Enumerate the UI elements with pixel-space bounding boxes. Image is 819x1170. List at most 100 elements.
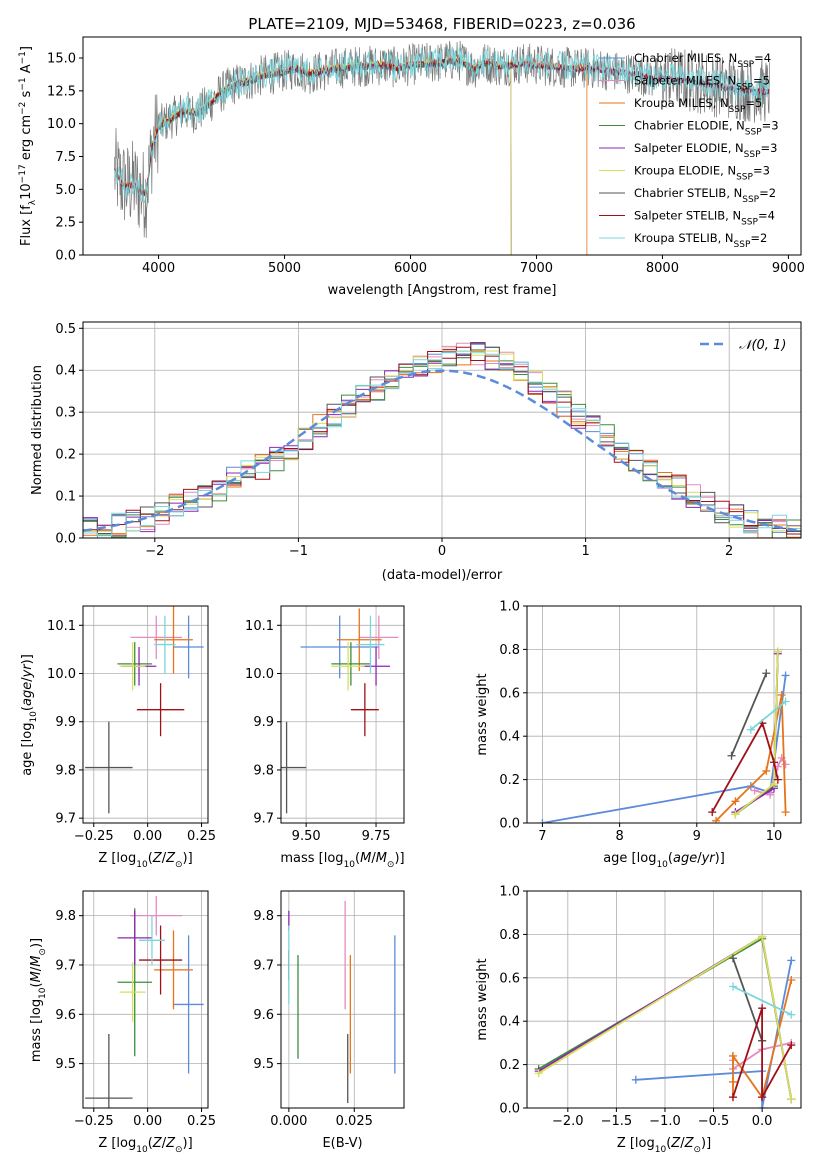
y-tick-label: 0.0 [55, 532, 76, 547]
histogram-step [83, 350, 801, 538]
weight-marker [731, 810, 740, 819]
weight-marker [728, 1093, 737, 1102]
mass-vs-EBV-plot-area [288, 900, 396, 1104]
y-axis-label: mass [log10(M/M⊙)] [29, 938, 48, 1062]
spectrum-axes: 4000 5000 6000 7000 8000 9000 0.0 2.5 5.0 7.5 10.0… [18, 36, 805, 298]
panels: 4000 5000 6000 7000 8000 90000.02.55.07.510.0… [18, 36, 805, 1155]
residuals-plot-area [83, 342, 801, 538]
mass-weight-vs-Z-frame [526, 890, 802, 1109]
weight-marker [787, 1041, 796, 1050]
legend-entry: Kroupa MILES, NSSP=5 [634, 96, 762, 115]
weight-marker [750, 786, 759, 795]
y-tick-label: 9.8 [55, 909, 76, 924]
y-tick-label: 9.7 [55, 958, 76, 973]
y-tick-label: 0.0 [499, 817, 520, 832]
weight-line [711, 720, 779, 813]
weight-marker [787, 975, 796, 984]
weight-marker [758, 932, 767, 941]
weight-marker [773, 775, 782, 784]
x-tick-label: 7 [538, 829, 546, 844]
model-spectrum-line [114, 55, 588, 255]
y-tick-label: 10.0 [47, 667, 76, 682]
y-tick-label: 0.8 [499, 928, 520, 943]
weight-marker [777, 690, 786, 699]
y-tick-label: 0.5 [55, 322, 76, 337]
weight-marker [781, 697, 790, 706]
spectrum-frame [82, 36, 802, 256]
mass-weight-vs-age-plot-area [538, 647, 790, 823]
x-tick-label: 9.75 [362, 829, 391, 844]
y-tick-label: 0.0 [55, 249, 76, 264]
y-tick-label: 0.3 [55, 406, 76, 421]
y-tick-label: 1.0 [499, 600, 520, 615]
weight-marker [762, 766, 771, 775]
x-axis-label: (data-model)/error [382, 568, 503, 583]
weight-marker [731, 797, 740, 806]
y-axis-label: mass weight [475, 673, 490, 755]
mass-weight-vs-Z-plot-area [534, 932, 796, 1108]
spectrum-legend: Chabrier MILES, NSSP=4 Salpeter MILES, NS… [599, 51, 779, 250]
weight-marker [769, 779, 778, 788]
mass-weight-vs-age-axes: 7 8 9 10 0.0 0.2 0.4 0.6 0.8 1.0 age [log10(age/yr… [475, 600, 802, 870]
y-tick-label: 9.6 [55, 1008, 76, 1023]
y-axis-label: age [log10(age/yr)] [20, 654, 39, 776]
weight-marker [762, 669, 771, 678]
weight-marker [712, 816, 721, 823]
figure-title: PLATE=2109, MJD=53468, FIBERID=0223, z=0… [248, 15, 635, 33]
x-tick-label: 8 [615, 829, 623, 844]
weight-marker [758, 1104, 767, 1108]
x-tick-label: 0.25 [187, 829, 216, 844]
x-tick-label: −0.25 [74, 1114, 114, 1129]
mass-vs-EBV-frame [280, 890, 405, 1109]
age-vs-mass-plot-area [281, 608, 399, 814]
y-tick-label: 0.0 [499, 1102, 520, 1117]
x-tick-label: 8000 [646, 261, 679, 276]
x-tick-label: 0.00 [133, 1114, 162, 1129]
weight-marker [534, 1069, 543, 1078]
model-spectrum-line [145, 56, 512, 255]
weight-marker [766, 790, 775, 799]
weight-marker [773, 647, 782, 656]
mass-weight-vs-age-frame [526, 605, 802, 824]
weight-marker [728, 1077, 737, 1086]
y-tick-label: 0.2 [499, 1058, 520, 1073]
weight-marker [787, 1010, 796, 1019]
x-tick-label: 4000 [142, 261, 175, 276]
y-tick-label: 9.8 [55, 763, 76, 778]
y-tick-label: 9.7 [253, 812, 274, 827]
weight-marker [708, 808, 717, 817]
legend-entry: Chabrier MILES, NSSP=4 [634, 51, 771, 70]
x-tick-label: 2 [725, 544, 733, 559]
legend-entry: Salpeter STELIB, NSSP=4 [634, 209, 775, 228]
y-tick-label: 0.4 [499, 730, 520, 745]
weight-marker [728, 1051, 737, 1060]
y-axis-label: Normed distribution [30, 365, 45, 495]
normal-curve [83, 369, 801, 532]
model-spectrum-line [145, 55, 512, 255]
y-tick-label: 1.0 [499, 885, 520, 900]
x-tick-label: 0.00 [133, 829, 162, 844]
y-tick-label: 0.6 [499, 971, 520, 986]
x-tick-label: −1.0 [649, 1114, 681, 1129]
y-tick-label: 9.9 [55, 715, 76, 730]
x-tick-label: −1 [289, 544, 308, 559]
x-tick-label: 0 [438, 544, 446, 559]
legend-entry: Salpeter ELODIE, NSSP=3 [634, 141, 777, 160]
age-vs-mass-frame [280, 605, 405, 824]
y-tick-label: 9.8 [253, 909, 274, 924]
y-axis-label: mass weight [475, 958, 490, 1040]
y-tick-label: 10.0 [47, 117, 76, 132]
x-tick-label: 0.0 [752, 1114, 773, 1129]
y-tick-label: 9.5 [55, 1057, 76, 1072]
model-spectrum-line [114, 46, 770, 204]
y-tick-label: 2.5 [55, 216, 76, 231]
x-tick-label: 0.000 [270, 1114, 307, 1129]
y-tick-label: 9.7 [55, 812, 76, 827]
x-tick-label: −0.5 [698, 1114, 730, 1129]
x-tick-label: 9000 [772, 261, 805, 276]
x-tick-label: 10 [766, 829, 783, 844]
weight-line [542, 675, 787, 823]
x-tick-label: 9 [693, 829, 701, 844]
x-axis-label: Z [log10(Z/Z⊙)] [98, 851, 192, 870]
weight-marker [781, 808, 790, 817]
